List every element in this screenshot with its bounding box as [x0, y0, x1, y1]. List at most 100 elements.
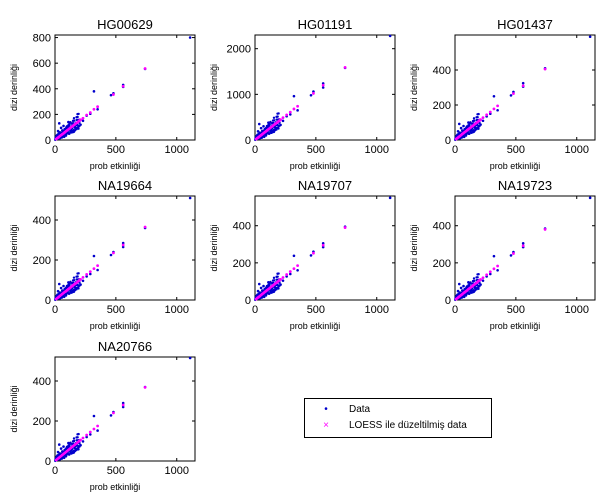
x-axis-label: prob etkinliği [290, 161, 341, 171]
data-point [57, 443, 61, 446]
loess-point [66, 448, 70, 452]
loess-point [512, 92, 515, 96]
loess-point [143, 225, 147, 229]
y-tick-label: 0 [45, 295, 51, 307]
data-point [67, 123, 70, 127]
loess-point [254, 297, 258, 301]
loess-point [269, 285, 273, 289]
data-point [62, 124, 65, 128]
loess-point [266, 128, 270, 131]
data-point [188, 36, 192, 39]
loess-point [492, 267, 496, 271]
data-point [272, 116, 276, 120]
y-tick-label: 400 [33, 84, 51, 96]
data-point [77, 124, 80, 127]
y-axis-label: dizi derinliği [209, 224, 219, 271]
data-point [59, 286, 63, 290]
data-point [70, 442, 74, 446]
data-point [71, 440, 75, 443]
y-tick-label: 200 [33, 416, 51, 428]
data-point [471, 119, 475, 123]
y-tick-label: 2000 [227, 44, 251, 56]
loess-point [454, 137, 458, 141]
loess-point [543, 67, 547, 71]
loess-point [464, 129, 468, 133]
data-point [489, 272, 492, 276]
x-tick-label: 1000 [164, 144, 188, 156]
loess-point [288, 110, 292, 114]
loess-point [257, 295, 261, 299]
panel-5: NA19723 0 500 1000 0 200 400 prob etkinliği dizi… [409, 178, 596, 331]
data-point [467, 281, 470, 284]
x-axis-label: prob etkinliği [290, 321, 341, 331]
data-point [477, 124, 480, 127]
data-point [76, 112, 79, 116]
loess-point [321, 83, 325, 87]
data-point [456, 289, 460, 293]
data-point [63, 127, 67, 131]
loess-point [79, 118, 82, 122]
chart-title: HG01437 [497, 17, 553, 32]
x-tick-label: 0 [252, 304, 258, 316]
data-point [71, 451, 75, 455]
loess-point [62, 131, 65, 135]
loess-point [81, 116, 85, 120]
panel-6: NA20766 0 500 1000 0 200 400 prob etkinliği dizi… [9, 339, 196, 492]
chart-title: NA19664 [98, 178, 152, 193]
data-point [463, 288, 467, 291]
y-tick-label: 0 [245, 135, 251, 147]
data-point [70, 122, 74, 125]
y-axis-label: dizi derinliği [409, 224, 419, 271]
y-tick-label: 0 [445, 295, 451, 307]
data-point [296, 109, 299, 112]
data-point [276, 272, 279, 275]
loess-point [79, 278, 82, 281]
data-point [467, 284, 470, 287]
data-point [262, 125, 265, 128]
data-point [269, 130, 272, 134]
loess-point [262, 291, 265, 295]
loess-point [485, 113, 489, 117]
data-point [271, 130, 275, 134]
loess-point [488, 270, 492, 274]
data-point [309, 93, 313, 97]
loess-point [496, 104, 500, 108]
loess-point [476, 280, 480, 283]
data-point [292, 254, 296, 258]
loess-point [512, 252, 515, 255]
loess-point [521, 84, 525, 88]
y-tick-label: 400 [33, 215, 51, 227]
y-axis-label: dizi derinliği [9, 64, 19, 111]
y-tick-label: 200 [33, 109, 51, 121]
data-point [121, 245, 125, 249]
loess-point [57, 295, 61, 299]
loess-point [257, 135, 261, 139]
x-tick-label: 500 [107, 144, 125, 156]
loess-point [85, 113, 89, 117]
data-point [462, 284, 465, 288]
loess-point [259, 133, 263, 137]
data-point [76, 286, 79, 290]
data-point [472, 117, 476, 120]
data-point [463, 127, 467, 131]
data-point [475, 116, 478, 119]
loess-point [71, 444, 75, 448]
data-point [81, 440, 85, 443]
chart-title: NA20766 [98, 339, 152, 354]
data-point [459, 286, 463, 290]
data-point [588, 35, 592, 39]
data-point [70, 281, 74, 285]
data-point [59, 126, 63, 130]
x-axis-label: prob etkinliği [90, 482, 141, 492]
data-point [262, 284, 265, 288]
loess-point [74, 442, 78, 446]
data-point [457, 122, 461, 126]
data-point [72, 437, 76, 440]
data-point [267, 123, 270, 127]
x-axis-label: prob etkinliği [490, 161, 541, 171]
panel-2: HG01437 0 500 1000 0 200 400 prob etkinliği dizi… [409, 17, 596, 171]
data-point [472, 128, 476, 132]
loess-point [521, 244, 525, 248]
data-point [256, 130, 260, 133]
loess-point [66, 128, 70, 131]
